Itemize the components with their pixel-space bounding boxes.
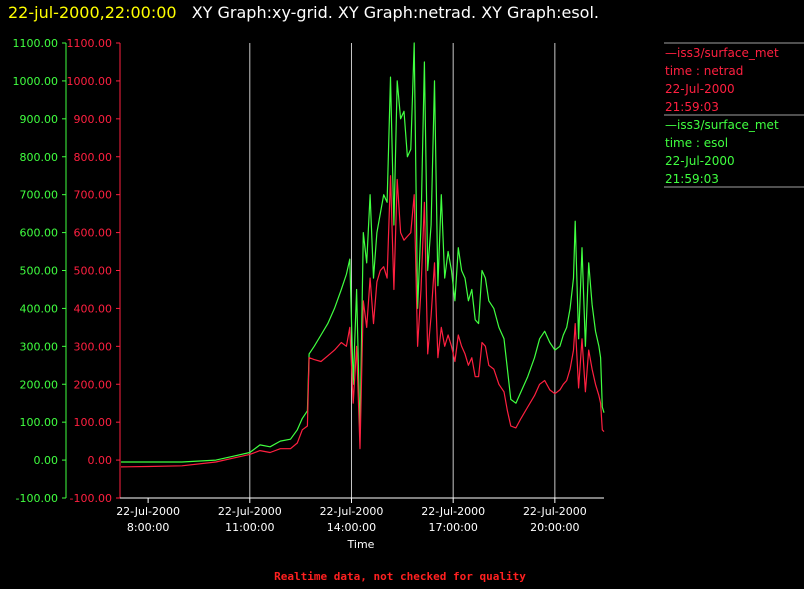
y-tick-label-netrad: 600.00 <box>74 227 113 240</box>
y-tick-label-netrad: 700.00 <box>74 189 113 202</box>
y-tick-label-netrad: 400.00 <box>74 302 113 315</box>
x-tick-label-time: 14:00:00 <box>327 521 376 534</box>
y-tick-label-esol: 0.00 <box>34 454 59 467</box>
legend-entry-line: time : esol <box>665 136 728 150</box>
y-tick-label-netrad: 100.00 <box>74 416 113 429</box>
series-layer <box>120 42 605 468</box>
x-tick-label-time: 20:00:00 <box>530 521 579 534</box>
y-tick-label-esol: 200.00 <box>20 378 59 391</box>
x-axis-label: Time <box>347 538 375 551</box>
series-line-esol <box>121 42 605 463</box>
y-tick-label-esol: 300.00 <box>20 340 59 353</box>
y-tick-label-netrad: 0.00 <box>88 454 113 467</box>
legend-entry-line: 21:59:03 <box>665 172 719 186</box>
x-tick-label-time: 11:00:00 <box>225 521 274 534</box>
x-tick-label-time: 8:00:00 <box>127 521 169 534</box>
x-tick-label-date: 22-Jul-2000 <box>523 505 587 518</box>
y-tick-label-esol: 500.00 <box>20 265 59 278</box>
x-tick-label-time: 17:00:00 <box>428 521 477 534</box>
legend-entry-line: time : netrad <box>665 64 743 78</box>
y-tick-label-esol: 1000.00 <box>13 75 59 88</box>
legend-entry-line: 22-Jul-2000 <box>665 154 735 168</box>
y-tick-label-netrad: 500.00 <box>74 265 113 278</box>
y-tick-label-esol: 1100.00 <box>13 37 59 50</box>
legend-entry-line: 22-Jul-2000 <box>665 82 735 96</box>
y-tick-label-esol: 600.00 <box>20 227 59 240</box>
x-tick-label-date: 22-Jul-2000 <box>116 505 180 518</box>
header-timestamp: 22-jul-2000,22:00:00 <box>8 3 177 22</box>
y-tick-label-esol: -100.00 <box>16 492 58 505</box>
x-tick-label-date: 22-Jul-2000 <box>218 505 282 518</box>
legend-entry-line: —iss3/surface_met <box>665 46 779 60</box>
legend-entry-line: —iss3/surface_met <box>665 118 779 132</box>
series-line-netrad <box>120 175 605 468</box>
x-tick-label-date: 22-Jul-2000 <box>421 505 485 518</box>
axes: -100.00 -100.00 0.00 0.00 100.00 100.00 200.00… <box>13 37 604 534</box>
quality-note: Realtime data, not checked for quality <box>274 570 526 583</box>
y-tick-label-esol: 100.00 <box>20 416 59 429</box>
y-tick-label-esol: 700.00 <box>20 189 59 202</box>
y-tick-label-esol: 800.00 <box>20 151 59 164</box>
chart-header: 22-jul-2000,22:00:00 XY Graph:xy-grid. X… <box>8 3 599 22</box>
y-tick-label-esol: 900.00 <box>20 113 59 126</box>
header-graph-list: XY Graph:xy-grid. XY Graph:netrad. XY Gr… <box>192 3 599 22</box>
y-tick-label-netrad: 900.00 <box>74 113 113 126</box>
y-tick-label-netrad: 300.00 <box>74 340 113 353</box>
y-tick-label-netrad: -100.00 <box>70 492 112 505</box>
y-tick-label-netrad: 800.00 <box>74 151 113 164</box>
y-tick-label-netrad: 1100.00 <box>67 37 113 50</box>
grid <box>249 43 556 498</box>
legend-entry-line: 21:59:03 <box>665 100 719 114</box>
y-tick-label-esol: 400.00 <box>20 302 59 315</box>
y-tick-label-netrad: 200.00 <box>74 378 113 391</box>
y-tick-label-netrad: 1000.00 <box>67 75 113 88</box>
x-tick-label-date: 22-Jul-2000 <box>320 505 384 518</box>
